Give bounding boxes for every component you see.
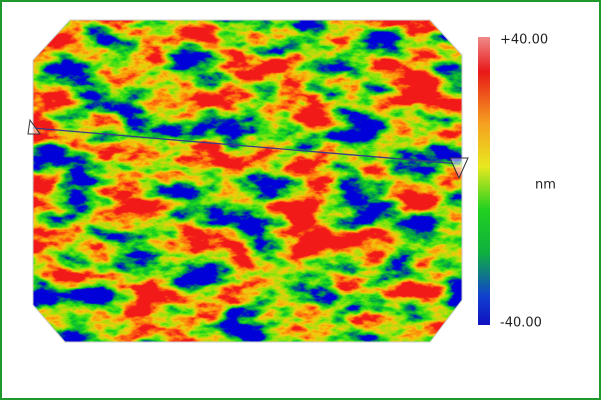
- colorbar-unit: nm: [535, 178, 556, 193]
- colorbar-max-label: +40.00: [500, 33, 548, 48]
- height-map: [33, 20, 463, 342]
- surface-map-view: +40.00 nm -40.00: [0, 0, 601, 400]
- colorbar: [478, 37, 490, 325]
- height-map-image: [33, 20, 463, 342]
- page: +40.00 nm -40.00 (() => { const data = J…: [0, 0, 601, 400]
- colorbar-min-label: -40.00: [500, 316, 542, 331]
